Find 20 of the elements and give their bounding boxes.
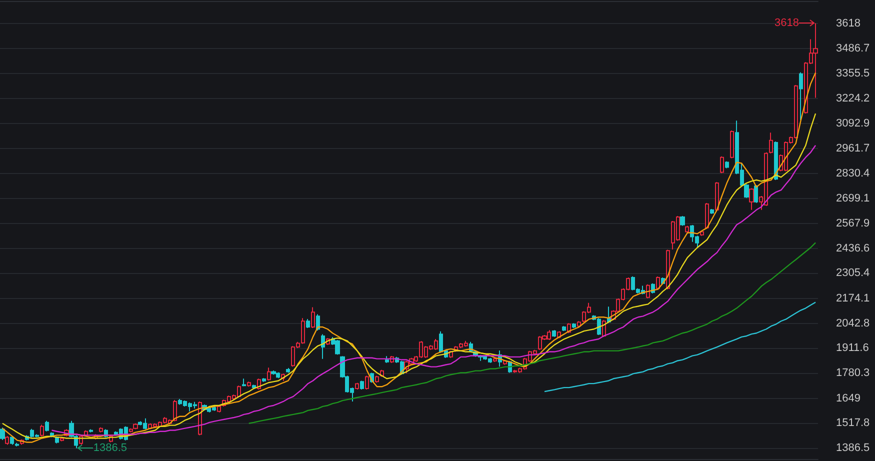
y-tick-label: 1517.8 [836, 417, 870, 430]
y-tick-label: 3092.9 [836, 117, 870, 130]
y-tick-label: 3224.2 [836, 92, 870, 104]
y-tick-label: 3486.7 [836, 42, 870, 54]
y-tick-label: 1780.3 [836, 367, 870, 380]
y-tick-label: 2174.1 [836, 292, 870, 304]
y-tick-label: 1649 [836, 392, 860, 404]
y-tick-label: 2699.1 [836, 192, 870, 204]
annotation: 3618 [774, 17, 800, 30]
y-tick-label: 2961.7 [836, 142, 870, 154]
y-tick-label: 3618 [836, 17, 860, 30]
y-tick-label: 2042.8 [836, 317, 870, 330]
y-tick-label: 2830.4 [836, 167, 870, 180]
y-tick-label: 3355.5 [836, 67, 870, 80]
y-tick-label: 1911.6 [836, 342, 869, 354]
annotation: 1386.5 [93, 442, 128, 454]
y-tick-label: 2567.9 [836, 217, 870, 230]
y-tick-label: 2305.4 [836, 267, 870, 280]
y-tick-label: 2436.6 [836, 242, 870, 254]
y-tick-label: 1386.5 [836, 442, 870, 454]
